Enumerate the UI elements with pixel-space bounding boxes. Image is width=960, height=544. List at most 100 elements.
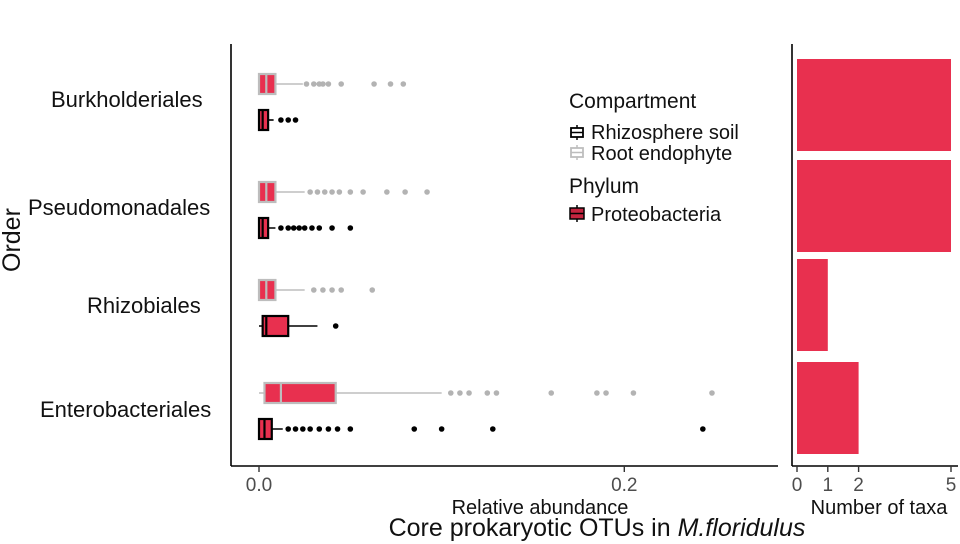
outlier-point-enterobacteriales-rhizosphere-soil-9	[438, 426, 445, 432]
category-label-pseudomonadales: Pseudomonadales	[28, 195, 210, 220]
outlier-point-rhizobiales-root-endophyte-1	[320, 287, 326, 293]
outlier-point-rhizobiales-root-endophyte-0	[310, 287, 317, 293]
bar-x-tick-label-1: 1	[823, 475, 834, 496]
legend-compartment-title: Compartment	[569, 90, 696, 113]
outlier-point-pseudomonadales-rhizosphere-soil-7	[329, 225, 335, 231]
box-pseudomonadales-rhizosphere-soil	[257, 216, 354, 240]
bar-x-tick-label-0: 0	[792, 475, 803, 496]
boxplot-panel: 0.00.20.4 Burkholderiales Pseudomonadale…	[0, 44, 852, 519]
box-pseudomonadales-root-endophyte	[257, 180, 430, 204]
outlier-point-enterobacteriales-root-endophyte-0	[447, 390, 454, 396]
bar-rhizobiales	[797, 259, 828, 351]
outlier-point-rhizobiales-rhizosphere-soil-0	[332, 323, 339, 329]
category-label-enterobacteriales: Enterobacteriales	[40, 397, 211, 422]
outlier-point-pseudomonadales-root-endophyte-5	[347, 189, 354, 195]
outlier-point-pseudomonadales-rhizosphere-soil-4	[301, 225, 308, 231]
iqr-box-rhizobiales-rhizosphere-soil	[261, 314, 290, 338]
outlier-point-pseudomonadales-rhizosphere-soil-6	[316, 225, 323, 231]
outlier-point-burkholderiales-root-endophyte-5	[338, 81, 344, 87]
outlier-point-pseudomonadales-root-endophyte-3	[329, 189, 335, 195]
x-tick-label-1: 0.2	[611, 475, 637, 496]
outlier-point-enterobacteriales-root-endophyte-5	[548, 390, 555, 396]
outlier-point-enterobacteriales-root-endophyte-4	[493, 390, 500, 396]
x-axis-title-boxplot: Relative abundance	[452, 497, 629, 519]
outlier-point-enterobacteriales-rhizosphere-soil-7	[347, 426, 354, 432]
bar-burkholderiales	[797, 59, 951, 151]
legend-label-rhizosphere-soil: Rhizosphere soil	[591, 122, 739, 144]
y-axis-title: Order	[0, 208, 26, 272]
outlier-point-pseudomonadales-root-endophyte-8	[402, 189, 408, 195]
outlier-point-pseudomonadales-root-endophyte-6	[360, 189, 366, 195]
outlier-point-pseudomonadales-root-endophyte-4	[336, 189, 343, 195]
outlier-point-enterobacteriales-rhizosphere-soil-1	[292, 426, 299, 432]
box-enterobacteriales-rhizosphere-soil	[257, 417, 706, 441]
outlier-point-rhizobiales-root-endophyte-3	[338, 287, 344, 293]
iqr-box-enterobacteriales-root-endophyte	[263, 381, 337, 405]
outlier-point-rhizobiales-root-endophyte-2	[329, 287, 335, 293]
outlier-point-enterobacteriales-root-endophyte-6	[594, 390, 600, 396]
outlier-point-pseudomonadales-rhizosphere-soil-1	[285, 225, 292, 231]
outlier-point-enterobacteriales-rhizosphere-soil-2	[300, 426, 306, 432]
bar-enterobacteriales	[797, 362, 859, 454]
outlier-point-enterobacteriales-root-endophyte-7	[603, 390, 609, 396]
outlier-point-burkholderiales-root-endophyte-8	[400, 81, 407, 87]
outlier-point-pseudomonadales-root-endophyte-2	[321, 189, 328, 195]
outlier-point-pseudomonadales-rhizosphere-soil-8	[347, 225, 354, 231]
outlier-point-burkholderiales-rhizosphere-soil-1	[285, 117, 292, 123]
outlier-point-burkholderiales-root-endophyte-3	[320, 81, 326, 87]
outlier-point-enterobacteriales-rhizosphere-soil-5	[325, 426, 332, 432]
outlier-point-enterobacteriales-rhizosphere-soil-8	[411, 426, 418, 432]
box-burkholderiales-rhizosphere-soil	[257, 108, 299, 132]
outlier-point-rhizobiales-root-endophyte-4	[369, 287, 376, 293]
box-enterobacteriales-root-endophyte	[259, 381, 852, 405]
category-label-rhizobiales: Rhizobiales	[87, 293, 201, 318]
outlier-point-enterobacteriales-rhizosphere-soil-11	[700, 426, 706, 432]
legend-label-proteobacteria: Proteobacteria	[591, 204, 722, 226]
outlier-point-burkholderiales-root-endophyte-4	[325, 81, 332, 87]
legend-key-rhizosphere-soil	[570, 125, 584, 140]
outlier-point-burkholderiales-rhizosphere-soil-0	[278, 117, 284, 123]
outlier-point-enterobacteriales-root-endophyte-3	[484, 390, 491, 396]
box-rhizobiales-root-endophyte	[257, 278, 376, 302]
outlier-point-pseudomonadales-root-endophyte-9	[424, 189, 430, 195]
outlier-point-enterobacteriales-rhizosphere-soil-4	[316, 426, 323, 432]
outlier-point-pseudomonadales-root-endophyte-1	[314, 189, 321, 195]
outlier-point-burkholderiales-root-endophyte-0	[303, 81, 310, 87]
bar-x-tick-label-3: 5	[946, 475, 957, 496]
outlier-point-pseudomonadales-rhizosphere-soil-5	[309, 225, 315, 231]
legend: Compartment Rhizosphere soil Root endoph…	[569, 90, 739, 226]
outlier-point-enterobacteriales-rhizosphere-soil-3	[307, 426, 313, 432]
outlier-point-burkholderiales-root-endophyte-7	[387, 81, 394, 87]
outlier-point-enterobacteriales-root-endophyte-2	[466, 390, 472, 396]
category-label-burkholderiales: Burkholderiales	[51, 87, 203, 112]
outlier-point-burkholderiales-root-endophyte-6	[371, 81, 377, 87]
outlier-point-pseudomonadales-root-endophyte-7	[384, 189, 390, 195]
outlier-point-pseudomonadales-rhizosphere-soil-3	[296, 225, 302, 231]
outlier-point-enterobacteriales-root-endophyte-1	[457, 390, 463, 396]
outlier-point-pseudomonadales-rhizosphere-soil-0	[278, 225, 284, 231]
bar-pseudomonadales	[797, 160, 951, 252]
x-axis-title-bars: Number of taxa	[811, 497, 949, 519]
legend-label-root-endophyte: Root endophyte	[591, 143, 732, 165]
outlier-point-enterobacteriales-root-endophyte-8	[630, 390, 637, 396]
legend-phylum-title: Phylum	[569, 175, 639, 198]
caption-prefix: Core prokaryotic OTUs in	[389, 514, 678, 542]
x-tick-label-0: 0.0	[246, 475, 272, 496]
legend-key-root-endophyte	[570, 145, 584, 160]
outlier-point-enterobacteriales-root-endophyte-9	[709, 390, 715, 396]
outlier-point-enterobacteriales-rhizosphere-soil-6	[334, 426, 341, 432]
box-rhizobiales-rhizosphere-soil	[259, 314, 339, 338]
outlier-point-burkholderiales-root-endophyte-1	[310, 81, 317, 87]
caption-species: M.floridulus	[678, 514, 806, 542]
box-burkholderiales-root-endophyte	[257, 72, 407, 96]
outlier-point-pseudomonadales-rhizosphere-soil-2	[290, 225, 297, 231]
bar-x-tick-label-2: 2	[853, 475, 864, 496]
legend-key-proteobacteria	[569, 205, 585, 222]
outlier-point-enterobacteriales-rhizosphere-soil-10	[489, 426, 496, 432]
figure-caption: Core prokaryotic OTUs in M.floridulus	[389, 514, 806, 542]
outlier-point-pseudomonadales-root-endophyte-0	[307, 189, 313, 195]
outlier-point-burkholderiales-rhizosphere-soil-2	[292, 117, 299, 123]
outlier-point-enterobacteriales-rhizosphere-soil-0	[285, 426, 292, 432]
